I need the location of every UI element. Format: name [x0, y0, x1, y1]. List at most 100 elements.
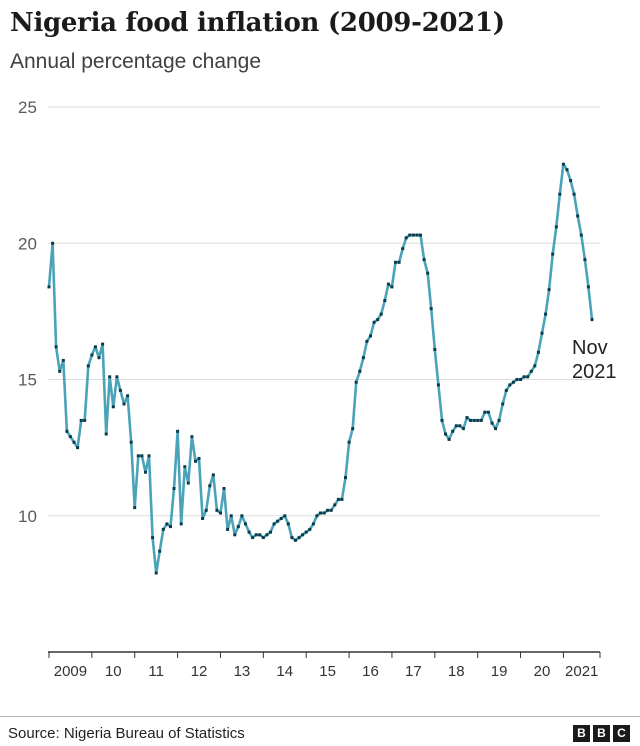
data-point	[233, 533, 237, 537]
data-point	[115, 375, 119, 379]
annotation-year: 2021	[572, 361, 617, 383]
data-point	[147, 454, 151, 458]
data-point	[376, 318, 380, 322]
data-point	[169, 525, 172, 529]
data-point	[572, 192, 576, 196]
data-point	[258, 533, 262, 537]
data-point	[490, 421, 494, 425]
data-point	[429, 307, 433, 311]
series-food-inflation	[47, 162, 594, 575]
data-point	[540, 331, 544, 335]
data-point	[204, 508, 208, 512]
y-tick-label: 25	[18, 98, 37, 117]
data-point	[65, 429, 69, 433]
data-point	[404, 236, 408, 240]
data-point	[129, 440, 133, 444]
data-point	[244, 522, 247, 526]
data-point	[569, 179, 573, 183]
data-point	[297, 536, 301, 540]
data-point	[151, 536, 155, 540]
data-point	[465, 416, 469, 420]
data-point	[497, 418, 501, 422]
data-point	[386, 282, 390, 286]
x-tick-label: 18	[448, 663, 465, 680]
data-point	[72, 440, 76, 444]
data-point	[379, 312, 383, 316]
data-point	[290, 536, 294, 540]
data-point	[272, 522, 276, 526]
data-point	[183, 465, 187, 469]
data-point	[269, 530, 272, 534]
data-point	[579, 233, 583, 237]
data-point	[236, 525, 240, 529]
y-tick-label: 10	[18, 507, 37, 526]
data-point	[351, 427, 355, 431]
data-point	[308, 527, 312, 531]
data-point	[426, 271, 430, 275]
data-point	[111, 405, 115, 409]
footer: Source: Nigeria Bureau of Statistics B B…	[0, 716, 640, 746]
data-point	[369, 334, 372, 338]
data-point	[158, 549, 162, 553]
data-point	[315, 514, 319, 518]
data-point	[383, 299, 387, 302]
data-point	[197, 457, 201, 460]
data-point	[61, 358, 65, 362]
data-point	[108, 375, 112, 379]
data-point	[304, 530, 308, 534]
data-point	[479, 418, 483, 422]
data-point	[333, 503, 337, 507]
data-point	[447, 437, 451, 441]
data-point	[47, 285, 51, 289]
data-point	[104, 432, 108, 436]
data-point	[586, 285, 590, 289]
logo-letter: B	[593, 725, 610, 742]
data-point	[561, 162, 565, 166]
data-point	[240, 514, 244, 518]
data-point	[411, 233, 415, 237]
data-point	[165, 522, 169, 526]
data-point	[511, 380, 515, 384]
data-point	[372, 320, 376, 324]
data-point	[93, 345, 97, 349]
data-point	[251, 536, 255, 540]
data-point	[344, 476, 347, 480]
data-point	[440, 418, 444, 422]
data-point	[336, 497, 340, 501]
x-tick-label: 10	[105, 663, 122, 680]
annotation-month: Nov	[572, 337, 608, 359]
data-point	[394, 260, 397, 264]
logo-letter: C	[613, 725, 630, 742]
data-point	[254, 533, 258, 537]
x-tick-label: 19	[491, 663, 508, 680]
gridlines	[48, 106, 600, 517]
data-point	[476, 418, 480, 422]
data-point	[458, 424, 462, 428]
data-point	[276, 519, 280, 523]
data-point	[190, 435, 194, 439]
data-point	[58, 369, 62, 373]
x-tick-label: 2009	[54, 663, 87, 680]
data-point	[486, 410, 490, 414]
data-point	[226, 527, 230, 531]
data-point	[208, 484, 212, 488]
data-point	[508, 383, 512, 387]
data-point	[522, 375, 526, 379]
data-point	[176, 429, 180, 433]
data-point	[558, 192, 562, 196]
data-point	[101, 342, 105, 346]
data-point	[247, 530, 251, 534]
data-point	[301, 533, 305, 537]
data-point	[311, 522, 315, 526]
data-point	[401, 247, 405, 251]
source-credit: Source: Nigeria Bureau of Statistics	[8, 725, 245, 742]
data-point	[90, 353, 94, 357]
data-point	[322, 511, 326, 515]
data-point	[536, 350, 540, 354]
data-point	[122, 402, 126, 406]
data-point	[319, 511, 322, 515]
data-point	[86, 364, 90, 368]
data-point	[419, 233, 422, 237]
data-point	[583, 258, 587, 262]
data-point	[347, 440, 351, 444]
